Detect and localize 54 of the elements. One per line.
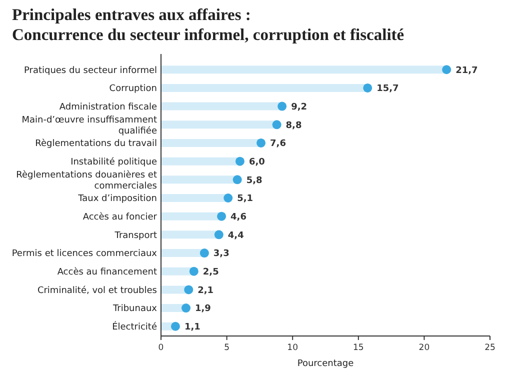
data-label: 4,4	[228, 230, 244, 241]
chart-subtitle: Concurrence du secteur informel, corruption et fiscalité	[12, 25, 404, 44]
x-tick-label: 0	[158, 343, 164, 353]
data-label: 3,3	[213, 249, 230, 260]
data-label: 21,7	[456, 66, 478, 76]
x-tick-label: 5	[224, 343, 230, 353]
data-label: 4,6	[230, 212, 246, 222]
point	[200, 248, 209, 258]
y-tick-label: Corruption	[109, 84, 157, 94]
data-label: 6,0	[248, 157, 265, 168]
data-label: 15,7	[376, 84, 399, 94]
data-label: 1,1	[184, 322, 200, 333]
y-tick-label: Main-d’œuvre insuffisamment qualifiée	[22, 115, 158, 136]
y-tick-label: Criminalité, vol et troubles	[37, 284, 158, 296]
y-tick-label: Tribunaux	[112, 304, 158, 314]
point	[256, 138, 266, 148]
point	[363, 83, 372, 92]
point	[189, 266, 198, 276]
chart-title: Principales entraves aux affaires :	[12, 5, 251, 24]
point	[170, 322, 180, 331]
y-tick-label: Règlementations du travail	[35, 138, 157, 150]
data-label: 5,8	[246, 176, 262, 186]
y-tick-label: Transport	[114, 230, 158, 241]
data-label: 5,1	[237, 194, 254, 204]
y-tick-label: Taux d’imposition	[77, 194, 157, 204]
point	[184, 285, 194, 294]
y-tick-label: Permis et licences commerciaux	[12, 249, 158, 260]
point	[235, 156, 244, 166]
x-axis-title: Pourcentage	[297, 359, 354, 369]
point	[278, 102, 287, 111]
x-tick-label: 10	[287, 343, 298, 353]
y-tick-label: Administration fiscale	[59, 102, 158, 112]
point	[232, 175, 242, 184]
data-label: 7,6	[270, 139, 286, 150]
point	[217, 212, 226, 221]
data-label: 2,5	[202, 268, 219, 278]
x-tick-label: 15	[352, 343, 364, 353]
data-label: 1,9	[195, 304, 211, 314]
data-label: 8,8	[286, 120, 302, 131]
y-tick-label: Instabilité politique	[70, 156, 158, 168]
y-tick-label: Accès au financement	[57, 266, 158, 278]
point	[224, 194, 233, 202]
y-tick-label: Accès au foncier	[82, 211, 158, 222]
y-tick-label: Électricité	[112, 320, 158, 333]
point	[182, 304, 191, 313]
y-tick-label: Règlementations douanières et commerciales	[16, 169, 158, 192]
data-label: 2,1	[198, 286, 214, 296]
point	[442, 65, 452, 74]
x-tick-label: 25	[484, 343, 496, 353]
point	[272, 120, 282, 130]
point	[214, 230, 224, 240]
data-label: 9,2	[291, 102, 308, 112]
y-tick-label: Pratiques du secteur informel	[24, 66, 157, 76]
x-tick-label: 20	[418, 343, 430, 353]
